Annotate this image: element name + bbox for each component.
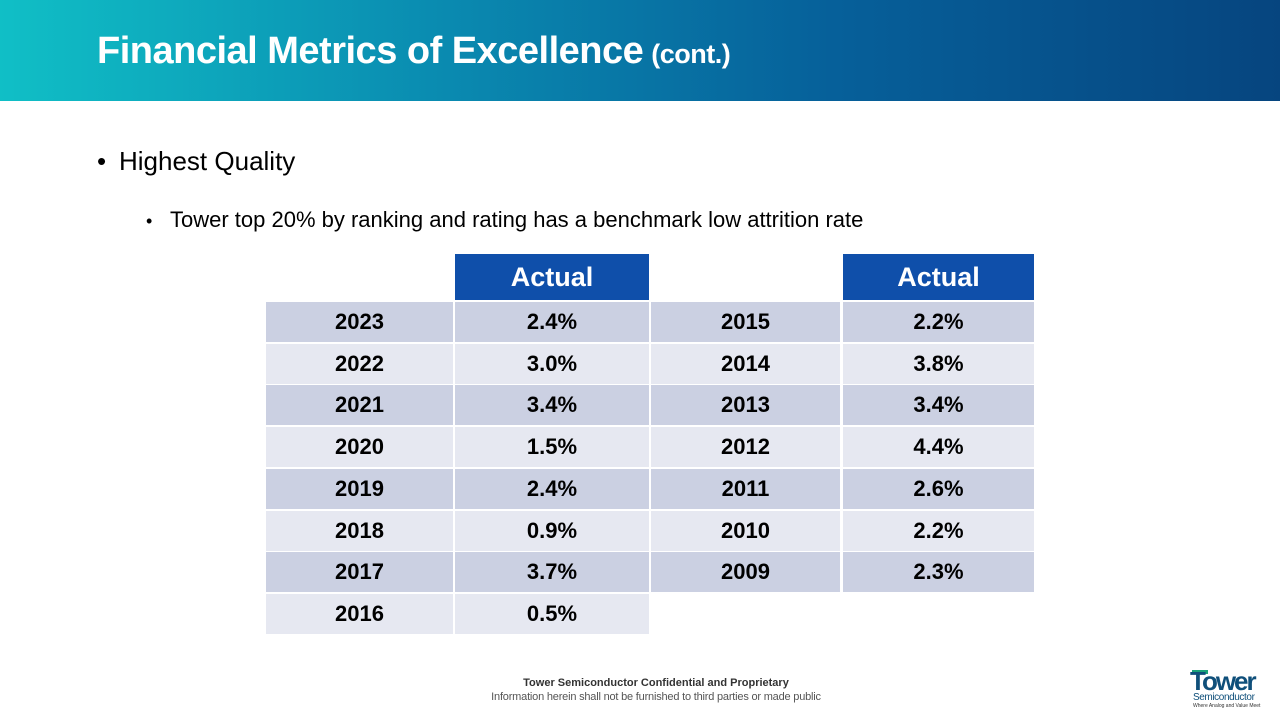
table-cell-year: 2022 bbox=[266, 344, 453, 384]
logo-name: Tower bbox=[1190, 666, 1257, 696]
slide-title-suffix: (cont.) bbox=[651, 39, 731, 69]
table-cell-value: 3.4% bbox=[455, 385, 649, 425]
table-cell-value: 2.3% bbox=[843, 552, 1034, 592]
table-cell-year: 2010 bbox=[651, 511, 840, 551]
table-header-actual-left: Actual bbox=[455, 254, 649, 300]
table-cell-year: 2018 bbox=[266, 511, 453, 551]
table-cell-value: 2.2% bbox=[843, 511, 1034, 551]
table-cell-value: 2.4% bbox=[455, 302, 649, 342]
table-cell-year: 2014 bbox=[651, 344, 840, 384]
logo-subtitle: Semiconductor bbox=[1193, 692, 1255, 703]
table-cell-value: 0.5% bbox=[455, 594, 649, 634]
table-header-actual-right: Actual bbox=[843, 254, 1034, 300]
table-cell-value: 3.4% bbox=[843, 385, 1034, 425]
table-cell-year: 2023 bbox=[266, 302, 453, 342]
footer-notice: Information herein shall not be furnishe… bbox=[491, 691, 821, 703]
table-cell-value: 3.0% bbox=[455, 344, 649, 384]
table-cell-value: 0.9% bbox=[455, 511, 649, 551]
table-cell-year: 2020 bbox=[266, 427, 453, 467]
table-cell-value: 2.6% bbox=[843, 469, 1034, 509]
bullet-main-text: Highest Quality bbox=[119, 146, 296, 176]
table-cell-value: 3.8% bbox=[843, 344, 1034, 384]
table-cell-year: 2011 bbox=[651, 469, 840, 509]
table-cell-year: 2017 bbox=[266, 552, 453, 592]
table-cell-value: 1.5% bbox=[455, 427, 649, 467]
table-cell-year: 2015 bbox=[651, 302, 840, 342]
title-banner: Financial Metrics of Excellence (cont.) bbox=[0, 0, 1280, 101]
bullet-dot-icon: • bbox=[146, 211, 153, 231]
tower-logo: Tower Semiconductor Where Analog and Val… bbox=[1190, 666, 1270, 712]
bullet-dot-icon: • bbox=[97, 146, 107, 176]
table-cell-year: 2013 bbox=[651, 385, 840, 425]
table-cell-value: 4.4% bbox=[843, 427, 1034, 467]
table-cell-value: 2.4% bbox=[455, 469, 649, 509]
table-cell-year: 2009 bbox=[651, 552, 840, 592]
table-cell-year: 2019 bbox=[266, 469, 453, 509]
bullet-sub-text: Tower top 20% by ranking and rating has … bbox=[170, 207, 864, 232]
table-cell-year: 2016 bbox=[266, 594, 453, 634]
logo-accent-bar bbox=[1192, 670, 1208, 674]
bullet-sub: • Tower top 20% by ranking and rating has… bbox=[146, 207, 863, 233]
footer-confidential: Tower Semiconductor Confidential and Pro… bbox=[523, 677, 789, 689]
table-cell-value: 2.2% bbox=[843, 302, 1034, 342]
logo-tagline: Where Analog and Value Meet bbox=[1193, 703, 1261, 709]
slide-title: Financial Metrics of Excellence (cont.) bbox=[97, 30, 731, 72]
table-cell-year: 2012 bbox=[651, 427, 840, 467]
table-cell-year: 2021 bbox=[266, 385, 453, 425]
table-cell-value: 3.7% bbox=[455, 552, 649, 592]
bullet-main: • Highest Quality bbox=[97, 146, 295, 177]
